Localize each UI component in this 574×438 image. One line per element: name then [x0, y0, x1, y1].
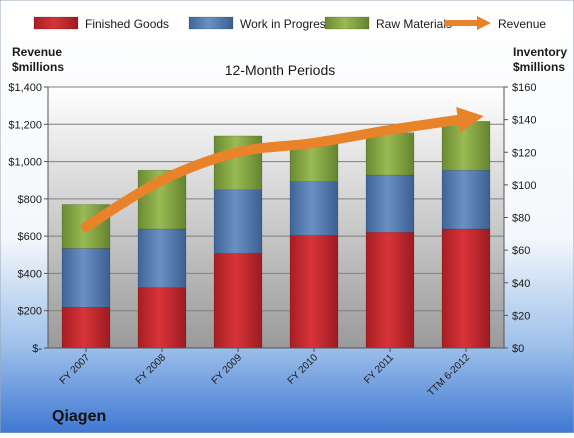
left-axis-title-line2: $millions	[12, 60, 64, 74]
bar-segment-finished-goods	[137, 287, 187, 349]
legend-label: Revenue	[498, 17, 546, 31]
right-tick-label: $20	[512, 310, 530, 322]
bar-segment-work-in-progress	[213, 189, 263, 254]
legend-swatch	[33, 16, 79, 30]
left-tick-label: $600	[18, 231, 42, 243]
left-tick-label: $1,000	[8, 157, 42, 169]
bar-segment-finished-goods	[213, 253, 263, 349]
left-tick-label: $800	[18, 194, 42, 206]
legend-label: Raw Materials	[376, 17, 452, 31]
bar-segment-finished-goods	[61, 306, 111, 349]
legend-arrow-swatch	[477, 16, 491, 30]
right-axis-title-line2: $millions	[513, 60, 565, 74]
left-tick-label: $1,400	[8, 82, 42, 94]
bar-segment-work-in-progress	[441, 169, 491, 230]
bar-segment-raw-materials	[213, 135, 263, 191]
legend-swatch	[188, 16, 234, 30]
revenue-line	[81, 113, 471, 232]
left-axis-title-line1: Revenue	[12, 45, 62, 59]
left-tick-label: $1,200	[8, 119, 42, 131]
bar-segment-work-in-progress	[365, 174, 415, 233]
left-tick-label: $200	[18, 306, 42, 318]
right-tick-label: $140	[512, 115, 536, 127]
bar-segment-raw-materials	[441, 121, 491, 171]
right-tick-label: $0	[512, 343, 524, 355]
right-tick-label: $80	[512, 213, 530, 225]
legend-label: Work in Progress	[240, 17, 332, 31]
left-tick-label: $-	[32, 343, 42, 355]
bar-segment-finished-goods	[289, 235, 339, 349]
bar-segment-raw-materials	[365, 132, 415, 176]
bar-segment-work-in-progress	[289, 181, 339, 236]
right-tick-label: $60	[512, 245, 530, 257]
right-tick-label: $100	[512, 180, 536, 192]
legend-label: Finished Goods	[85, 17, 169, 31]
left-tick-label: $400	[18, 268, 42, 280]
bar-segment-finished-goods	[441, 228, 491, 349]
revenue-arrowhead	[456, 106, 484, 133]
plot-area	[48, 87, 504, 348]
right-tick-label: $160	[512, 82, 536, 94]
right-tick-label: $120	[512, 147, 536, 159]
legend-swatch	[324, 16, 370, 30]
right-tick-label: $40	[512, 278, 530, 290]
right-axis-title-line1: Inventory	[513, 45, 567, 59]
chart-title: 12-Month Periods	[225, 62, 336, 78]
revenue-line-layer	[81, 106, 484, 232]
bar-segment-work-in-progress	[137, 228, 187, 288]
company-name: Qiagen	[52, 408, 106, 425]
legend: Finished Goods Work in Progress Raw Materi…	[33, 16, 546, 31]
bar-segment-finished-goods	[365, 231, 415, 349]
bar-segment-work-in-progress	[61, 248, 111, 308]
